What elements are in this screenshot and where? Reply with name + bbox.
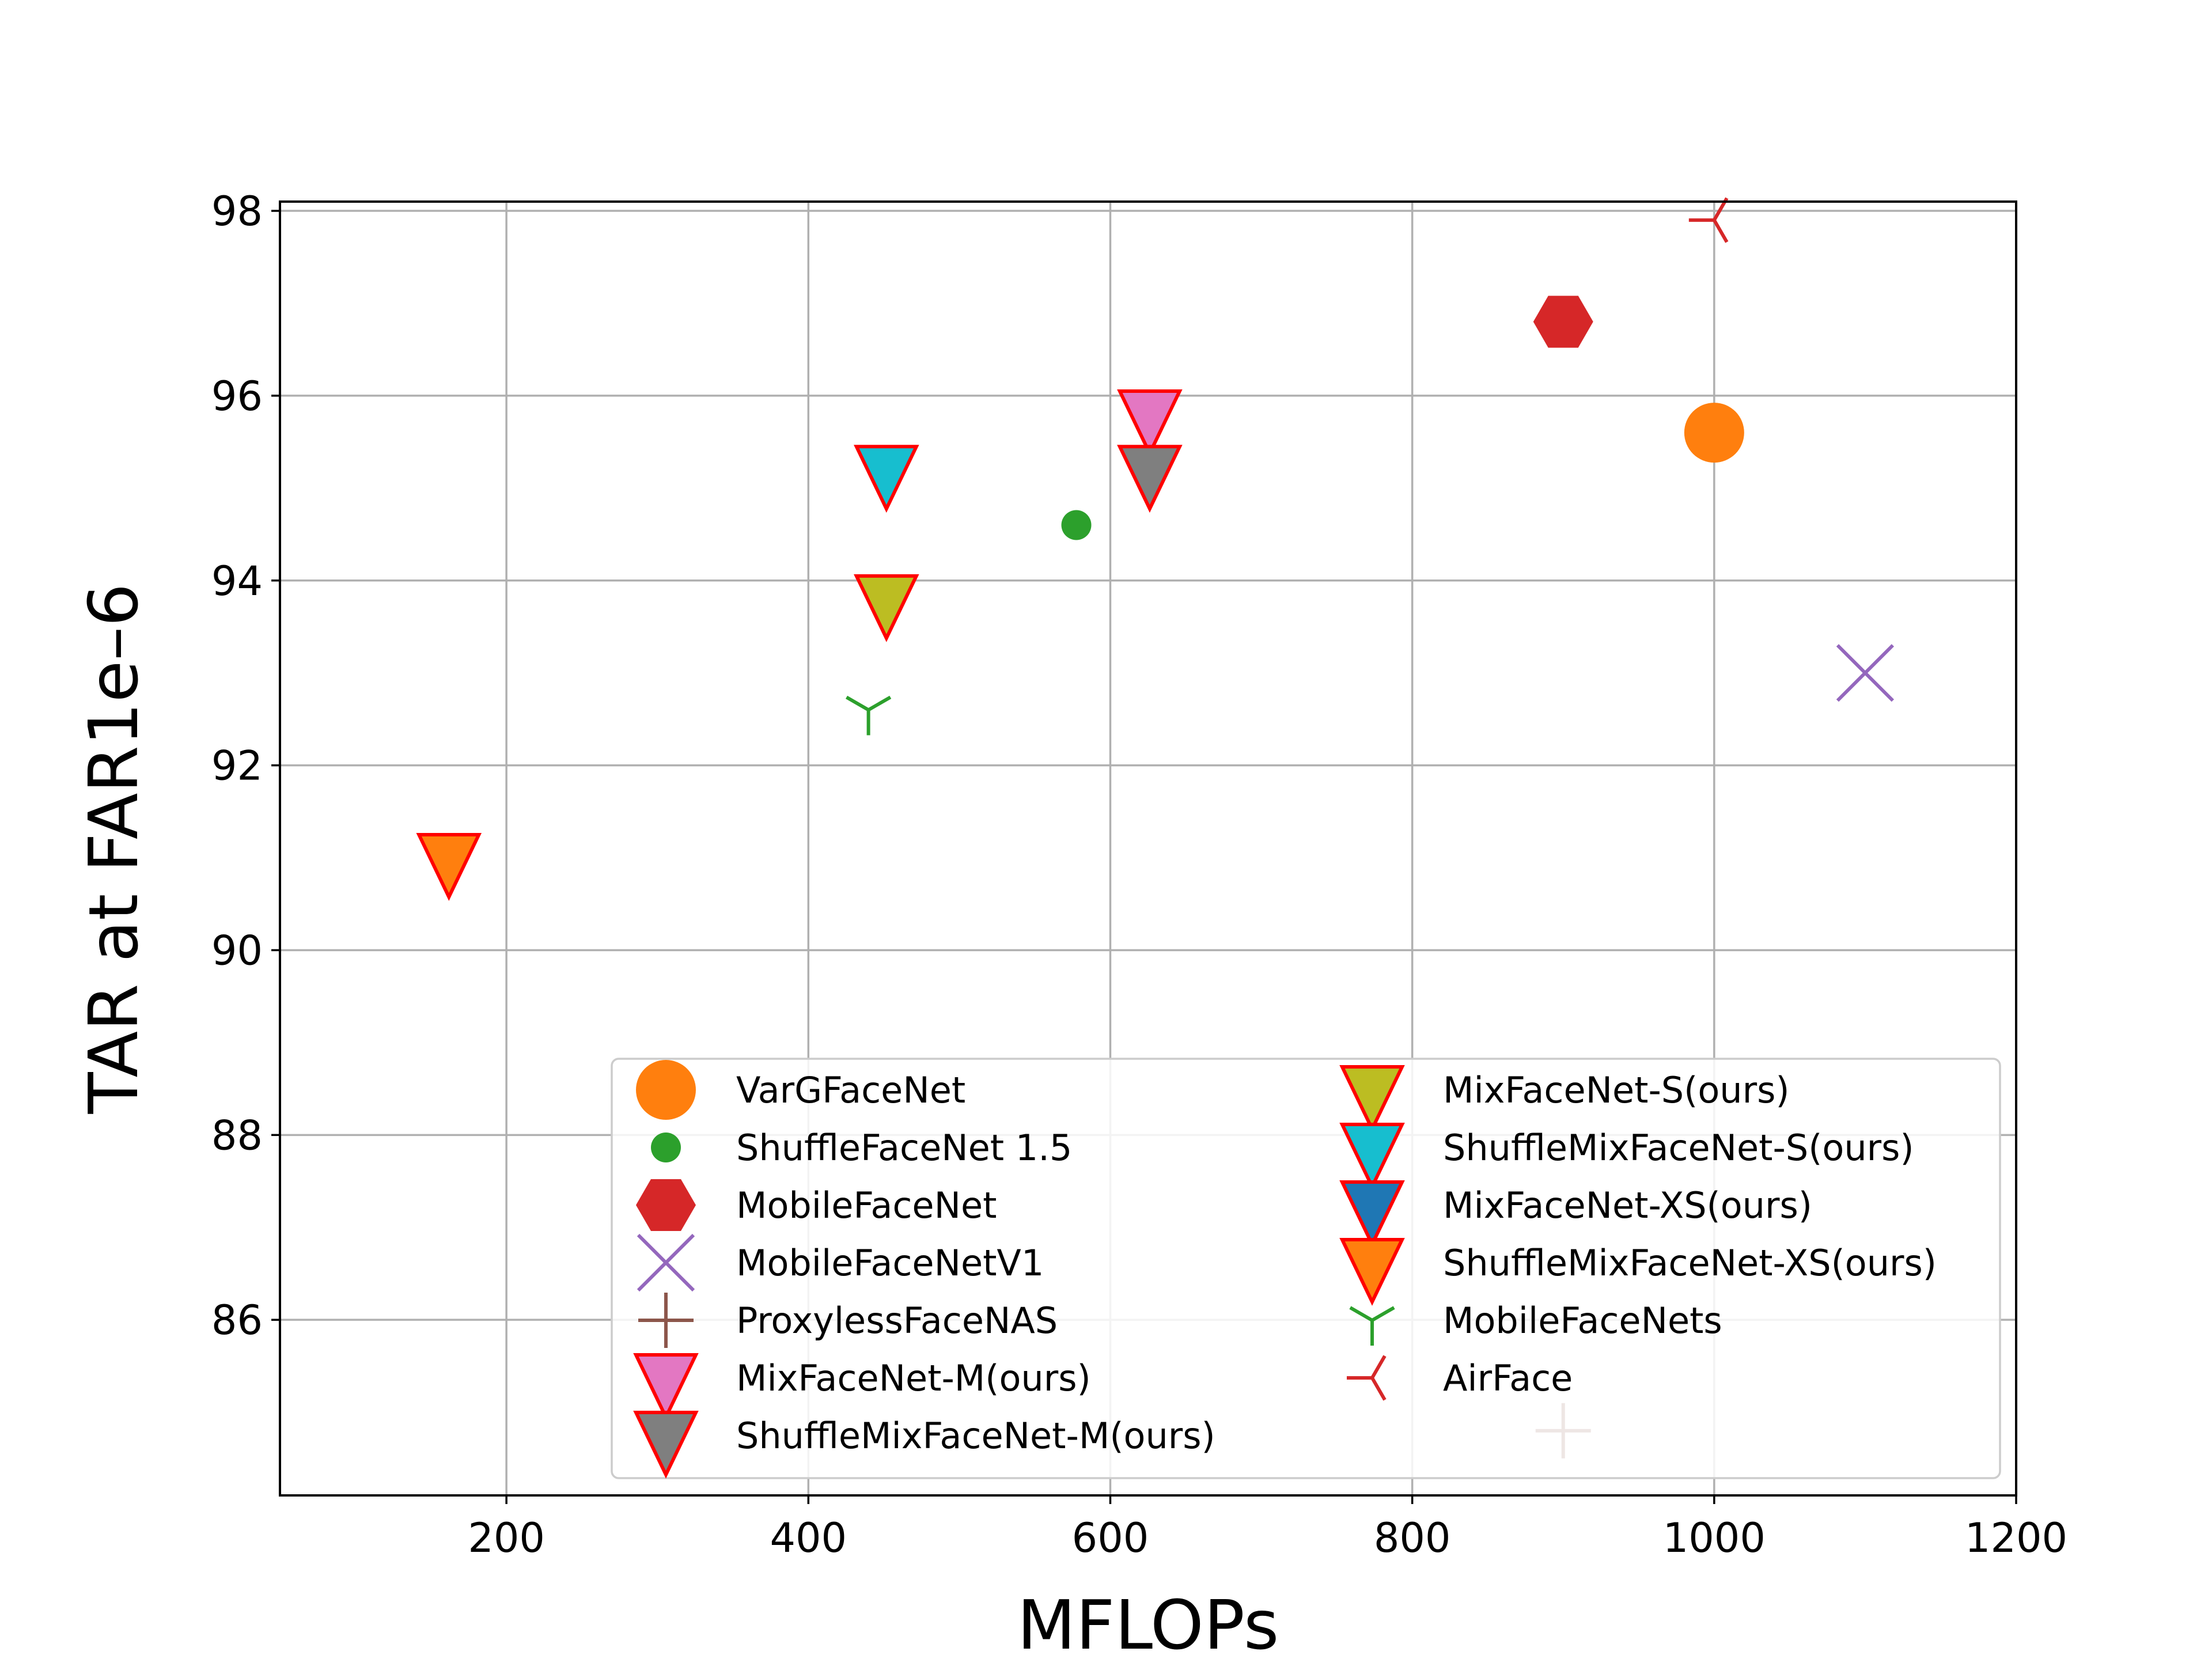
- point-shufflefacenet-1-5: [1061, 510, 1092, 540]
- axis-ticks: 200 400 600 800 1000 1200 86 88 90 92 94 96 98: [211, 188, 2067, 1562]
- legend-marker: [651, 1132, 681, 1162]
- legend-label: MobileFaceNets: [1443, 1300, 1722, 1342]
- point-shufflemixfacenet-xs-ours: [416, 833, 482, 901]
- legend-marker: [633, 1411, 699, 1479]
- legend-marker: [633, 1353, 699, 1421]
- y-tick-label: 96: [211, 373, 263, 420]
- legend-box: [611, 1058, 2001, 1479]
- legend-label: ShuffleFaceNet 1.5: [736, 1127, 1072, 1169]
- point-shufflemixfacenet-s-ours: [854, 445, 919, 513]
- legend-label: VarGFaceNet: [736, 1069, 965, 1111]
- y-tick-label: 86: [211, 1297, 263, 1344]
- point-airface: [1688, 197, 1729, 243]
- point-mixfacenet-s-ours: [854, 574, 919, 642]
- legend-label: AirFace: [1443, 1357, 1573, 1399]
- legend-label: MixFaceNet-M(ours): [736, 1357, 1091, 1399]
- legend-label: ShuffleMixFaceNet-S(ours): [1443, 1127, 1914, 1169]
- y-axis-label: TAR at FAR1e–6: [74, 584, 153, 1115]
- x-axis-label: MFLOPs: [1017, 1585, 1279, 1659]
- legend-marker: [1339, 1123, 1405, 1191]
- x-tick-label: 1200: [1965, 1514, 2067, 1562]
- x-tick-label: 200: [468, 1514, 545, 1562]
- legend-marker: [1339, 1180, 1405, 1248]
- x-tick-label: 400: [770, 1514, 847, 1562]
- legend-label: MixFaceNet-XS(ours): [1443, 1184, 1812, 1226]
- legend-marker: [637, 1233, 695, 1292]
- legend-marker: [1339, 1238, 1405, 1306]
- point-mobilefacenets: [846, 695, 892, 736]
- legend: VarGFaceNet ShuffleFaceNet 1.5 MobileFaceN…: [611, 1058, 2001, 1479]
- point-mobilefacenetv1: [1836, 644, 1895, 702]
- x-tick-label: 800: [1374, 1514, 1451, 1562]
- y-tick-label: 92: [211, 743, 263, 790]
- legend-marker: [1347, 1355, 1387, 1401]
- legend-label: ShuffleMixFaceNet-M(ours): [736, 1415, 1215, 1457]
- y-tick-label: 90: [211, 927, 263, 974]
- data-points: [416, 197, 1895, 1459]
- legend-marker: [1349, 1306, 1395, 1346]
- x-tick-label: 600: [1072, 1514, 1149, 1562]
- legend-label: ShuffleMixFaceNet-XS(ours): [1443, 1242, 1937, 1284]
- point-mobilefacenet: [1533, 296, 1593, 348]
- legend-marker: [1339, 1065, 1405, 1133]
- legend-label: MixFaceNet-S(ours): [1443, 1069, 1790, 1111]
- y-tick-label: 88: [211, 1112, 263, 1159]
- legend-label: MobileFaceNetV1: [736, 1242, 1044, 1284]
- legend-marker: [636, 1179, 696, 1232]
- y-tick-label: 98: [211, 188, 263, 235]
- y-tick-label: 94: [211, 558, 263, 605]
- plot-frame: [279, 200, 2017, 1497]
- point-shufflemixfacenet-m-ours: [1117, 445, 1183, 513]
- legend-label: MobileFaceNet: [736, 1184, 997, 1226]
- legend-marker: [638, 1293, 694, 1348]
- legend-marker: [636, 1060, 696, 1120]
- x-tick-label: 1000: [1663, 1514, 1766, 1562]
- point-vargfacenet: [1684, 403, 1744, 463]
- point-mixfacenet-m-ours: [1117, 389, 1183, 457]
- legend-label: ProxylessFaceNAS: [736, 1300, 1058, 1342]
